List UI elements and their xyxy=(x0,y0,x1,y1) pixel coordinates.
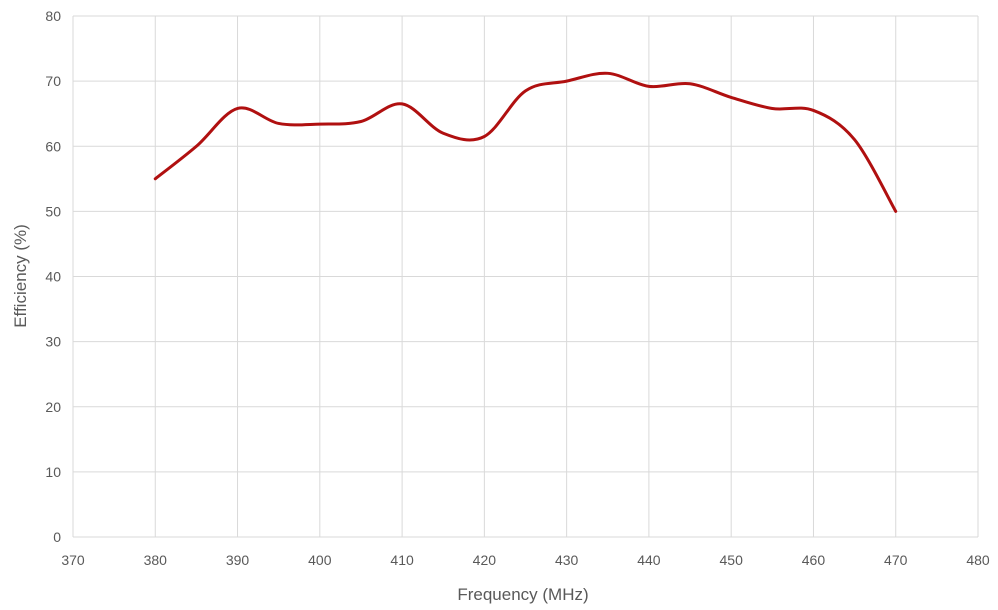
x-tick-label: 440 xyxy=(637,552,661,568)
efficiency-series-line xyxy=(153,71,898,213)
x-tick-label: 390 xyxy=(226,552,250,568)
series-layer xyxy=(153,71,898,213)
y-axis-ticks: 0 10 20 30 40 50 60 70 80 xyxy=(45,8,61,545)
y-tick-label: 60 xyxy=(45,138,61,154)
grid xyxy=(72,15,979,538)
y-tick-label: 20 xyxy=(45,399,61,415)
x-tick-label: 460 xyxy=(802,552,826,568)
x-tick-label: 450 xyxy=(720,552,744,568)
y-tick-label: 30 xyxy=(45,334,61,350)
x-tick-label: 430 xyxy=(555,552,579,568)
x-tick-label: 400 xyxy=(308,552,332,568)
x-tick-label: 420 xyxy=(473,552,497,568)
x-tick-label: 380 xyxy=(144,552,168,568)
y-tick-label: 40 xyxy=(45,269,61,285)
x-tick-label: 370 xyxy=(61,552,85,568)
x-tick-label: 480 xyxy=(966,552,990,568)
x-tick-label: 410 xyxy=(390,552,414,568)
y-tick-label: 80 xyxy=(45,8,61,24)
y-tick-label: 70 xyxy=(45,73,61,89)
y-axis-title: Efficiency (%) xyxy=(11,224,30,328)
y-tick-label: 0 xyxy=(53,529,61,545)
x-tick-label: 470 xyxy=(884,552,908,568)
x-axis-title: Frequency (MHz) xyxy=(457,585,588,604)
y-tick-label: 10 xyxy=(45,464,61,480)
x-axis-ticks: 370 380 390 400 410 420 430 440 450 460 470 480 xyxy=(61,552,990,568)
y-tick-label: 50 xyxy=(45,203,61,219)
